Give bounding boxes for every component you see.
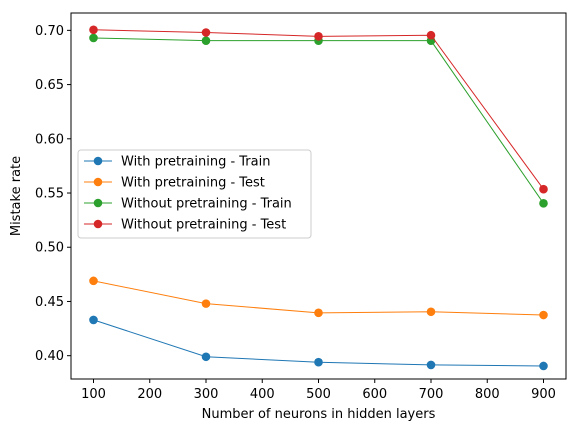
y-axis-ticks: 0.40 0.45 0.50 0.55 0.60 0.65 0.70: [35, 24, 71, 364]
series-1: [89, 315, 548, 371]
legend-marker: [93, 198, 103, 208]
legend-entry: Without pretraining - Test: [84, 218, 286, 233]
plot-frame: [70, 12, 567, 380]
data-point: [539, 310, 548, 320]
legend: With pretraining - Train With pretraining…: [77, 149, 312, 239]
y-tick-label: 0.55: [35, 187, 64, 202]
y-tick-label: 0.60: [35, 132, 64, 147]
y-tick-label: 0.70: [35, 24, 64, 39]
data-point: [201, 352, 211, 362]
x-tick-label: 800: [475, 387, 500, 402]
legend-label: With pretraining - Train: [121, 155, 270, 170]
y-axis-label: Mistake rate: [9, 156, 24, 236]
x-tick-label: 100: [81, 387, 106, 402]
y-tick-label: 0.45: [35, 295, 64, 310]
series-3: [89, 33, 548, 208]
x-tick-label: 300: [194, 387, 219, 402]
data-point: [426, 30, 436, 40]
data-point: [314, 357, 323, 367]
data-point: [314, 32, 323, 41]
legend-entry: With pretraining - Train: [84, 155, 270, 170]
x-tick-label: 700: [419, 387, 444, 402]
x-tick-label: 200: [137, 387, 162, 402]
legend-entry: Without pretraining - Train: [84, 197, 292, 212]
plot-series-group: [89, 25, 548, 371]
legend-marker: [93, 177, 103, 187]
legend-box: [77, 149, 312, 239]
data-point: [426, 307, 436, 317]
legend-label: With pretraining - Test: [121, 176, 265, 191]
data-point: [89, 315, 98, 325]
legend-label: Without pretraining - Test: [121, 218, 286, 233]
data-point: [89, 276, 98, 286]
legend-label: Without pretraining - Train: [121, 197, 292, 212]
data-point: [201, 299, 211, 308]
x-axis-ticks: 100 200 300 400 500 600 700 800 900: [81, 379, 556, 402]
y-tick-label: 0.65: [35, 78, 64, 93]
legend-entry: With pretraining - Test: [84, 176, 265, 191]
data-point: [314, 308, 323, 318]
data-point: [89, 33, 98, 43]
legend-marker: [93, 156, 103, 166]
legend-marker: [93, 219, 103, 229]
x-tick-label: 400: [250, 387, 275, 402]
x-axis-label: Number of neurons in hidden layers: [202, 407, 436, 422]
x-tick-label: 500: [306, 387, 331, 402]
data-point: [201, 28, 211, 37]
x-tick-label: 900: [531, 387, 556, 402]
x-tick-label: 600: [362, 387, 387, 402]
series-4: [89, 25, 548, 194]
data-point: [539, 361, 548, 371]
y-tick-label: 0.50: [35, 241, 64, 256]
y-tick-label: 0.40: [35, 349, 64, 364]
series-2: [89, 276, 548, 320]
data-point: [201, 36, 211, 45]
data-point: [89, 25, 98, 35]
data-point: [426, 360, 436, 370]
data-point: [539, 199, 548, 208]
data-point: [539, 184, 548, 194]
